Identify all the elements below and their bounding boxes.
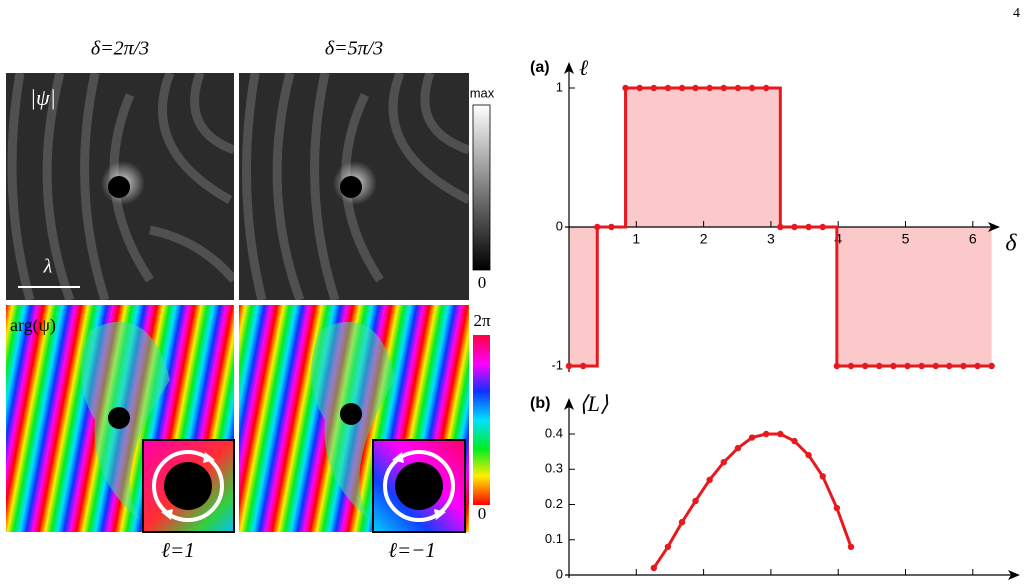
- data-point: [650, 564, 657, 572]
- page-number: 4: [1013, 6, 1020, 21]
- x-tick-label: 5: [902, 231, 910, 247]
- data-point: [876, 362, 883, 370]
- data-point: [861, 362, 869, 370]
- colorbar-label: 0: [478, 504, 487, 523]
- y-tick-label: 0: [556, 566, 563, 581]
- data-point: [762, 430, 770, 438]
- data-point: [678, 84, 686, 92]
- data-point: [847, 362, 855, 370]
- step-line: [569, 86, 992, 368]
- data-line: [652, 432, 853, 569]
- axis-arrow: [988, 222, 1000, 232]
- y-tick-label: 0.3: [545, 461, 563, 476]
- data-point: [706, 84, 713, 92]
- colorbar-label: 2π: [473, 311, 491, 330]
- data-point: [720, 84, 727, 92]
- data-point: [847, 543, 855, 550]
- column-title: δ=5π/3: [325, 38, 383, 60]
- y-tick-label: 0.1: [545, 531, 563, 546]
- data-point: [791, 437, 798, 445]
- x-tick-label: 2: [700, 231, 708, 247]
- data-point: [734, 444, 742, 452]
- x-axis-label: δ: [1005, 231, 1017, 257]
- data-point: [819, 223, 826, 231]
- phase-image: [6, 305, 235, 533]
- data-point: [678, 518, 686, 526]
- x-tick-label: 3: [767, 231, 775, 247]
- amplitude-image: [6, 73, 234, 300]
- data-point: [833, 504, 841, 512]
- column-title: δ=2π/3: [91, 38, 149, 60]
- phase-label: arg(ψ): [10, 315, 56, 336]
- data-point: [960, 362, 967, 370]
- data-point: [622, 84, 629, 92]
- data-point: [748, 84, 756, 92]
- y-tick-label: 0: [556, 218, 563, 233]
- charge-label: ℓ=1: [161, 538, 194, 562]
- y-tick-label: 0.4: [545, 425, 563, 440]
- phase-colorbar: [473, 335, 490, 505]
- data-point: [664, 84, 672, 92]
- y-axis-label: ⟨L⟩: [579, 391, 609, 416]
- amplitude-image: [239, 73, 469, 300]
- data-point: [805, 451, 812, 459]
- amplitude-label: |ψ|: [30, 85, 56, 110]
- data-point: [706, 476, 713, 484]
- data-point: [608, 223, 615, 231]
- data-point: [748, 434, 756, 441]
- data-point: [974, 362, 981, 370]
- data-point: [579, 362, 587, 370]
- amplitude-colorbar: [472, 104, 491, 271]
- axis-arrow: [564, 398, 574, 410]
- data-point: [565, 362, 573, 370]
- data-point: [777, 430, 784, 438]
- data-point: [988, 362, 995, 370]
- data-point: [904, 362, 911, 370]
- data-point: [833, 362, 841, 370]
- panel-label: (b): [530, 395, 550, 412]
- y-axis-label: ℓ: [579, 55, 589, 80]
- data-point: [805, 223, 812, 231]
- x-tick-label: 6: [969, 231, 977, 247]
- phase-image: [239, 305, 469, 533]
- data-point: [777, 223, 784, 231]
- data-point: [791, 223, 798, 231]
- data-point: [734, 84, 742, 92]
- data-point: [890, 362, 897, 370]
- data-point: [946, 362, 953, 370]
- data-point: [932, 362, 939, 370]
- data-point: [636, 84, 643, 92]
- panel-label: (a): [530, 59, 550, 76]
- data-point: [594, 223, 601, 231]
- data-point: [819, 473, 826, 480]
- data-point: [918, 362, 925, 370]
- data-point: [650, 84, 657, 92]
- data-point: [664, 543, 672, 550]
- data-point: [720, 459, 727, 466]
- y-tick-label: -1: [551, 357, 563, 372]
- data-point: [692, 84, 699, 92]
- y-tick-label: 1: [556, 79, 563, 94]
- axis-arrow: [564, 62, 574, 74]
- data-point: [692, 497, 699, 505]
- data-point: [762, 84, 770, 92]
- charge-label: ℓ=−1: [388, 538, 436, 562]
- colorbar-label: 0: [478, 273, 487, 292]
- y-tick-label: 0.2: [545, 496, 563, 511]
- x-tick-label: 1: [632, 231, 640, 247]
- axis-arrow: [1008, 570, 1020, 580]
- scale-label: λ: [43, 256, 53, 278]
- colorbar-label: max: [470, 85, 495, 100]
